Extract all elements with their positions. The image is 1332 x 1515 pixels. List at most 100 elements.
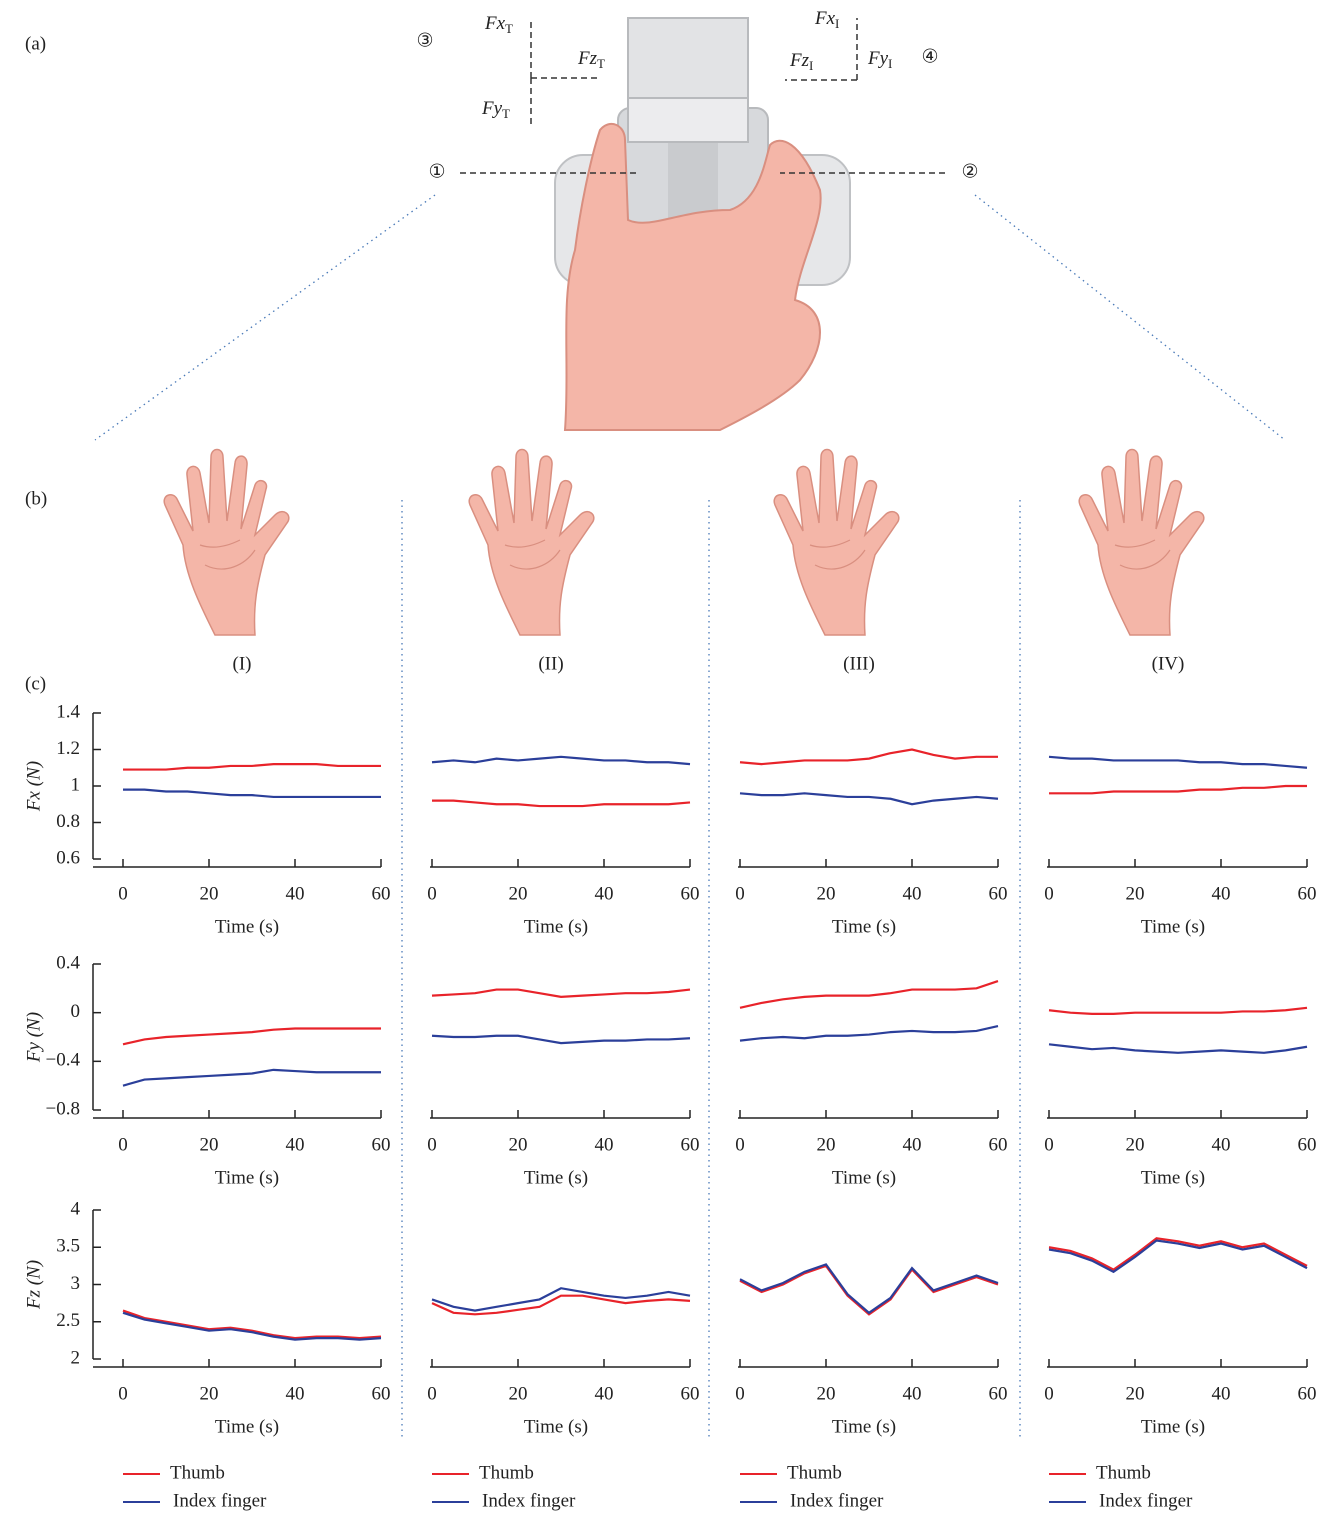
x-tick-label: 0 bbox=[427, 1383, 437, 1404]
x-tick-label: 0 bbox=[1044, 1134, 1054, 1155]
y-tick-label: 1.4 bbox=[56, 701, 80, 722]
force-label: FxT bbox=[484, 13, 513, 36]
force-label: FyI bbox=[867, 48, 892, 71]
data-line bbox=[123, 1070, 381, 1086]
x-tick-label: 20 bbox=[509, 1383, 528, 1404]
y-tick-label: 0.4 bbox=[56, 952, 80, 973]
legend-label: Index finger bbox=[790, 1490, 884, 1511]
x-tick-label: 0 bbox=[1044, 1383, 1054, 1404]
legend-label: Thumb bbox=[170, 1462, 225, 1483]
y-tick-label: 1.2 bbox=[56, 738, 80, 759]
data-line bbox=[123, 764, 381, 769]
x-tick-label: 0 bbox=[1044, 883, 1054, 904]
data-line bbox=[432, 990, 690, 997]
force-label: FzT bbox=[577, 48, 605, 71]
x-tick-label: 60 bbox=[989, 1383, 1008, 1404]
force-symbol: Fz bbox=[577, 48, 598, 69]
x-tick-label: 20 bbox=[200, 1383, 219, 1404]
circled-number: ③ bbox=[416, 30, 433, 51]
circled-number: ① bbox=[428, 161, 445, 182]
y-tick-label: 0 bbox=[71, 1001, 81, 1022]
y-tick-label: 4 bbox=[71, 1198, 81, 1219]
x-tick-label: 40 bbox=[286, 883, 305, 904]
data-line bbox=[740, 1266, 998, 1314]
x-tick-label: 0 bbox=[427, 883, 437, 904]
x-tick-label: 0 bbox=[735, 883, 745, 904]
x-tick-label: 40 bbox=[1212, 883, 1231, 904]
force-symbol: Fx bbox=[814, 8, 836, 29]
x-tick-label: 0 bbox=[427, 1134, 437, 1155]
data-line bbox=[432, 757, 690, 764]
x-tick-label: 60 bbox=[1298, 1383, 1317, 1404]
figure: (a) (b) (c) ① ② ③ ④ FxTFzTFyTFxIFzIFyI(I… bbox=[0, 0, 1332, 1515]
y-tick-label: 0.8 bbox=[56, 811, 80, 832]
x-tick-label: 20 bbox=[509, 1134, 528, 1155]
force-subscript: T bbox=[597, 56, 605, 71]
data-line bbox=[740, 1026, 998, 1041]
x-tick-label: 20 bbox=[817, 1383, 836, 1404]
force-label: FzI bbox=[789, 50, 813, 73]
legend-label: Index finger bbox=[482, 1490, 576, 1511]
y-tick-label: 3 bbox=[71, 1273, 81, 1294]
x-tick-label: 60 bbox=[372, 883, 391, 904]
y-tick-label: 0.6 bbox=[56, 847, 80, 868]
x-axis-label: Time (s) bbox=[1141, 1167, 1205, 1188]
force-subscript: T bbox=[505, 21, 513, 36]
x-axis-label: Time (s) bbox=[524, 1167, 588, 1188]
force-label: FyT bbox=[481, 98, 510, 121]
data-line bbox=[432, 1288, 690, 1310]
x-axis-label: Time (s) bbox=[215, 1416, 279, 1437]
y-tick-label: 2 bbox=[71, 1347, 81, 1368]
condition-label: (III) bbox=[843, 653, 875, 674]
data-line bbox=[123, 1311, 381, 1339]
data-line bbox=[1049, 786, 1307, 793]
x-tick-label: 60 bbox=[681, 1134, 700, 1155]
x-tick-label: 20 bbox=[509, 883, 528, 904]
x-axis-label: Time (s) bbox=[215, 1167, 279, 1188]
panel-label: (a) bbox=[25, 33, 46, 54]
force-symbol: Fx bbox=[484, 13, 506, 34]
data-line bbox=[432, 801, 690, 806]
x-tick-label: 0 bbox=[735, 1134, 745, 1155]
x-tick-label: 20 bbox=[817, 883, 836, 904]
x-tick-label: 60 bbox=[1298, 1134, 1317, 1155]
x-tick-label: 20 bbox=[1126, 883, 1145, 904]
x-axis-label: Time (s) bbox=[832, 1416, 896, 1437]
panel-label: (c) bbox=[25, 673, 46, 694]
hands bbox=[164, 450, 1204, 636]
force-symbol: Fz bbox=[789, 50, 810, 71]
condition-label: (I) bbox=[233, 653, 252, 674]
x-tick-label: 60 bbox=[372, 1134, 391, 1155]
force-subscript: I bbox=[809, 58, 813, 73]
force-subscript: I bbox=[888, 56, 892, 71]
force-label: FxI bbox=[814, 8, 839, 31]
x-axis-label: Time (s) bbox=[832, 916, 896, 937]
x-axis-label: Time (s) bbox=[215, 916, 279, 937]
x-tick-label: 40 bbox=[903, 883, 922, 904]
data-line bbox=[1049, 757, 1307, 768]
x-tick-label: 40 bbox=[595, 1134, 614, 1155]
circled-number: ④ bbox=[921, 46, 938, 67]
data-line bbox=[123, 790, 381, 797]
x-tick-label: 60 bbox=[989, 883, 1008, 904]
data-line bbox=[740, 793, 998, 804]
x-tick-label: 0 bbox=[735, 1383, 745, 1404]
x-tick-label: 40 bbox=[286, 1383, 305, 1404]
x-tick-label: 60 bbox=[681, 883, 700, 904]
panel-label: (b) bbox=[25, 488, 47, 509]
x-tick-label: 0 bbox=[118, 1383, 128, 1404]
data-line bbox=[740, 981, 998, 1008]
x-tick-label: 0 bbox=[118, 883, 128, 904]
x-tick-label: 40 bbox=[1212, 1383, 1231, 1404]
x-tick-label: 20 bbox=[200, 1134, 219, 1155]
y-tick-label: 1 bbox=[71, 774, 81, 795]
x-tick-label: 20 bbox=[200, 883, 219, 904]
x-tick-label: 40 bbox=[903, 1134, 922, 1155]
x-tick-label: 20 bbox=[817, 1134, 836, 1155]
x-tick-label: 0 bbox=[118, 1134, 128, 1155]
force-symbol: Fy bbox=[867, 48, 889, 69]
x-tick-label: 40 bbox=[903, 1383, 922, 1404]
y-tick-label: 2.5 bbox=[56, 1310, 80, 1331]
force-subscript: T bbox=[502, 106, 510, 121]
x-axis-label: Time (s) bbox=[1141, 1416, 1205, 1437]
